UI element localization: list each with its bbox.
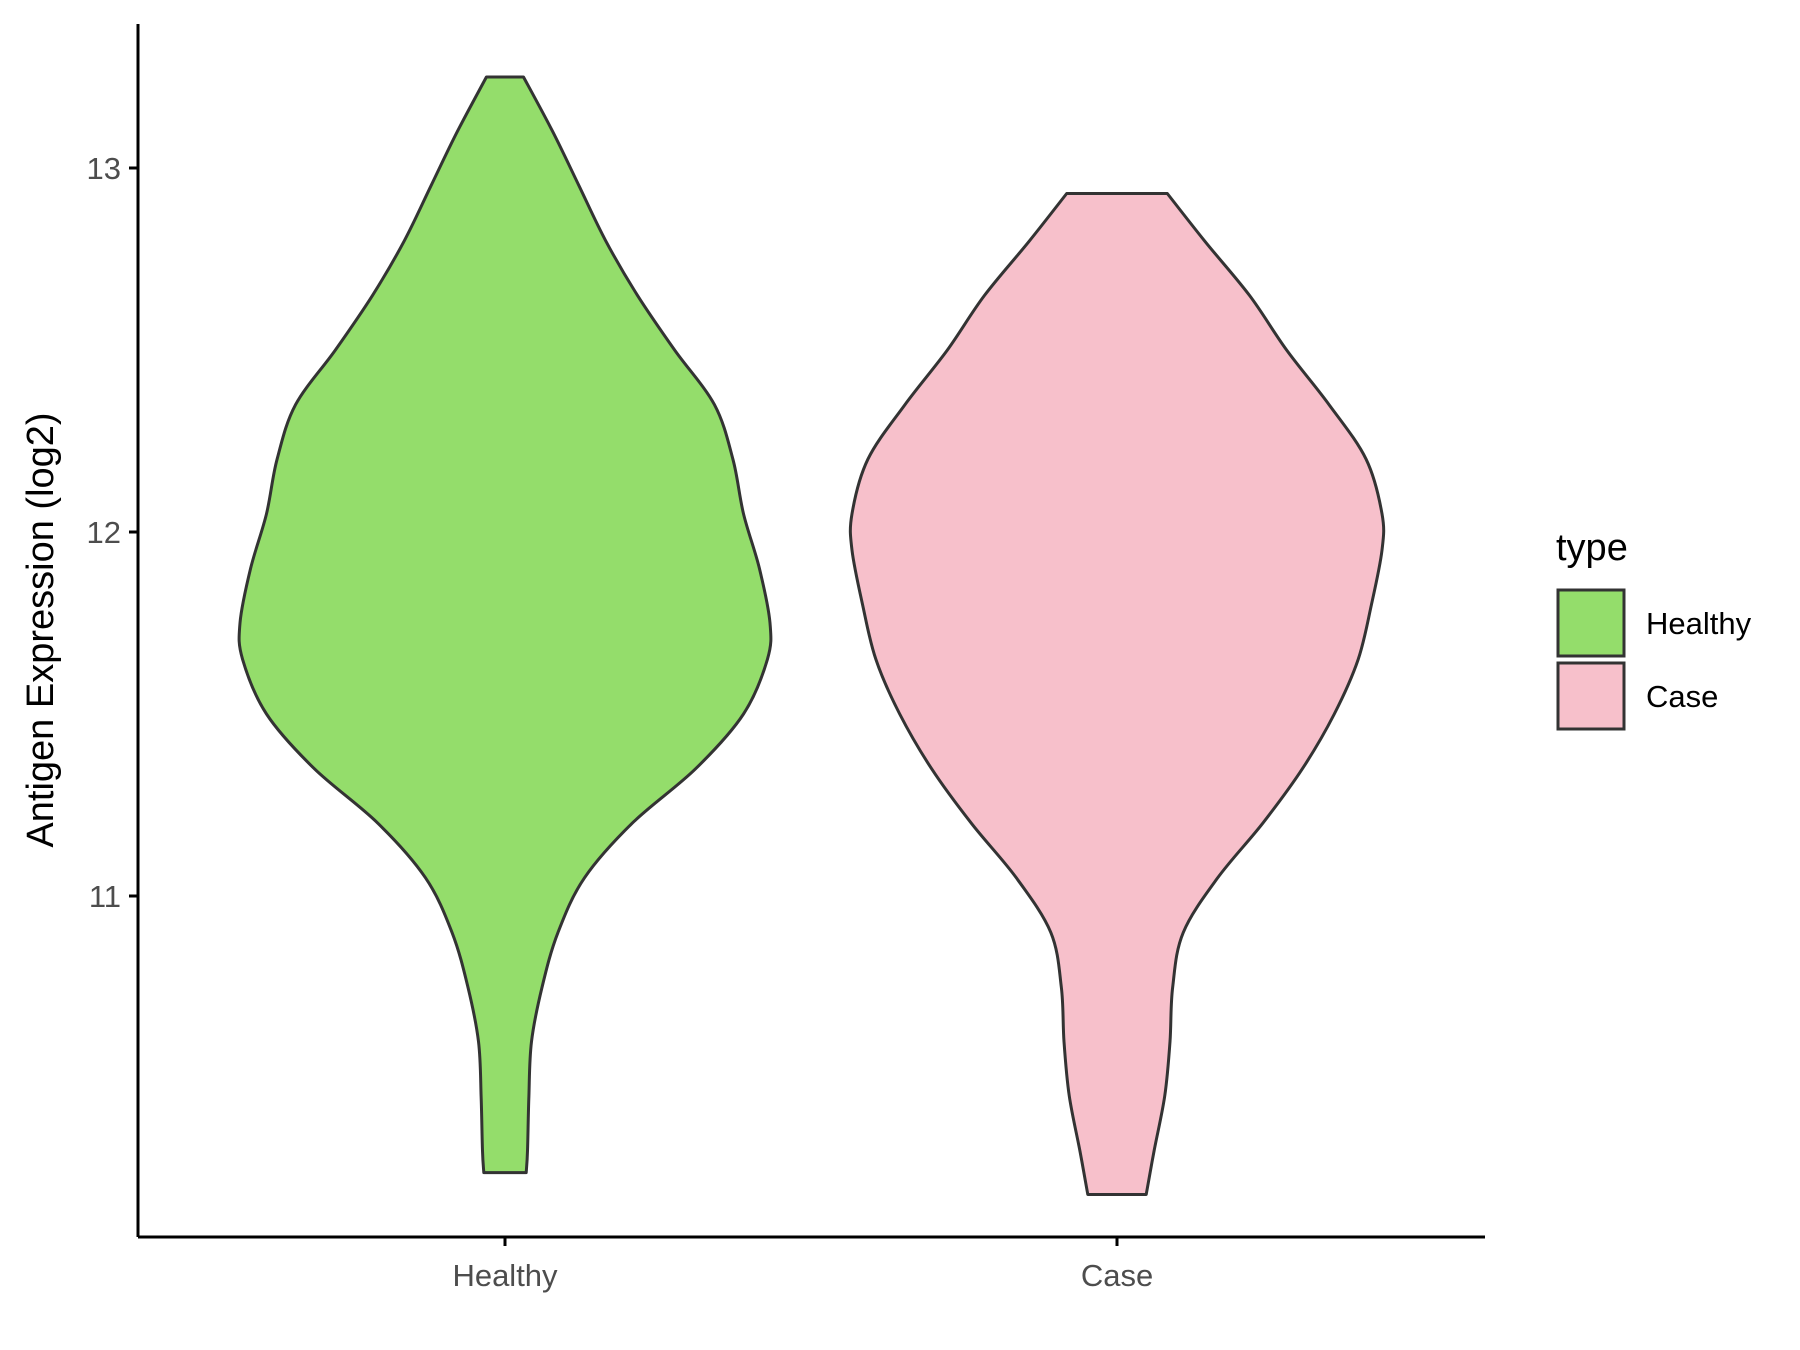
legend: type Healthy Case bbox=[1556, 527, 1752, 731]
x-ticks-group: Healthy Case bbox=[452, 1237, 1153, 1293]
legend-entries: Healthy Case bbox=[1556, 588, 1752, 731]
violin-healthy bbox=[237, 75, 773, 1175]
plot-area: 11 12 13 Healthy Case bbox=[87, 24, 1485, 1293]
y-tick-label: 12 bbox=[87, 515, 121, 550]
x-tick-label-healthy: Healthy bbox=[452, 1258, 558, 1293]
legend-label-healthy: Healthy bbox=[1646, 606, 1752, 641]
violins-group bbox=[237, 75, 1386, 1196]
legend-label-case: Case bbox=[1646, 679, 1718, 714]
legend-key-healthy bbox=[1556, 588, 1626, 658]
violin-case bbox=[848, 192, 1386, 1196]
x-tick-label-case: Case bbox=[1081, 1258, 1153, 1293]
legend-key-case bbox=[1556, 661, 1626, 731]
legend-title: type bbox=[1556, 527, 1628, 569]
y-ticks-group: 11 12 13 bbox=[87, 151, 138, 914]
y-tick-label: 11 bbox=[89, 879, 121, 914]
y-axis-title: Antigen Expression (log2) bbox=[20, 412, 62, 847]
y-tick-label: 13 bbox=[87, 151, 121, 186]
